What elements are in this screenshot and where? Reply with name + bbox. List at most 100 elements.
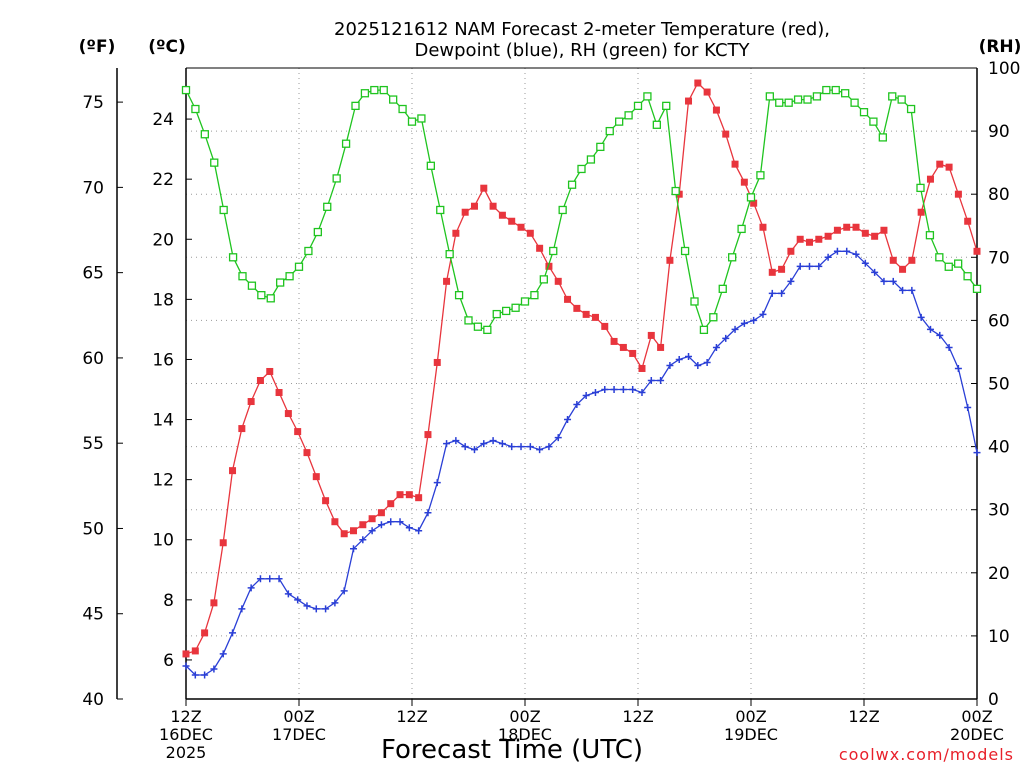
rh-point <box>238 272 247 281</box>
rh-tick-label: 40 <box>988 438 1010 458</box>
rh-tick-label: 20 <box>988 564 1010 584</box>
dewpoint-point <box>564 416 572 424</box>
dewpoint-point <box>219 650 227 658</box>
rh-point <box>690 297 699 306</box>
rh-point <box>558 205 567 215</box>
temperature-point <box>424 431 432 439</box>
rh-point <box>389 95 398 104</box>
temperature-point <box>312 473 320 481</box>
dewpoint-point <box>256 575 264 583</box>
temperature-point <box>573 304 581 312</box>
fahrenheit-tick-label: 75 <box>82 93 104 113</box>
temperature-point <box>638 364 646 372</box>
dewpoint-point <box>759 310 767 318</box>
temperature-point <box>796 235 804 243</box>
dewpoint-point <box>740 319 748 327</box>
fahrenheit-tick-label: 45 <box>82 605 104 625</box>
dewpoint-point <box>917 313 925 321</box>
dewpoint-point <box>964 404 972 412</box>
x-tick-label: 17DEC <box>272 725 326 744</box>
temperature-point <box>377 509 385 517</box>
dewpoint-point <box>508 443 516 451</box>
temperature-point <box>275 389 283 397</box>
temperature-point <box>396 491 404 499</box>
rh-tick-label: 80 <box>988 185 1010 205</box>
temperature-point <box>647 331 655 339</box>
rh-point <box>841 89 850 98</box>
rh-point <box>897 95 906 104</box>
dewpoint-point <box>191 671 199 679</box>
dewpoint-point <box>582 392 590 400</box>
x-axis-title: Forecast Time (UTC) <box>381 735 643 765</box>
rh-point <box>210 158 219 167</box>
temperature-point <box>945 163 953 171</box>
x-tick-label: 12Z <box>848 707 879 726</box>
rh-point <box>379 85 388 95</box>
rh-point <box>483 325 492 335</box>
data-series <box>181 79 982 679</box>
dewpoint-point <box>554 434 562 442</box>
temperature-point <box>889 256 897 264</box>
temperature-point <box>219 539 227 547</box>
rh-point <box>680 246 690 256</box>
temperature-point <box>498 211 506 219</box>
rh-point <box>718 284 727 294</box>
rh-line <box>185 89 978 332</box>
dewpoint-point <box>954 364 962 372</box>
dewpoint-point <box>573 401 581 409</box>
celsius-tick-label: 20 <box>152 230 174 250</box>
rh-point <box>737 224 746 234</box>
dewpoint-point <box>266 575 274 583</box>
dewpoint-point <box>312 605 320 613</box>
temperature-point <box>536 244 544 252</box>
dewpoint-point <box>415 527 423 535</box>
rh-tick-label: 60 <box>988 311 1010 331</box>
x-tick-label: 00Z <box>283 707 314 726</box>
rh-point <box>181 85 191 95</box>
temperature-point <box>936 160 944 168</box>
rh-point <box>935 253 944 262</box>
temperature-point <box>191 647 199 655</box>
temperature-point <box>871 232 879 240</box>
fahrenheit-tick-label: 40 <box>82 690 104 710</box>
dewpoint-point <box>229 629 237 637</box>
dewpoint-point <box>331 599 339 607</box>
grid-lines <box>186 68 977 699</box>
rh-point <box>539 275 548 284</box>
rh-point <box>549 246 558 256</box>
dewpoint-point <box>340 587 348 595</box>
rh-point <box>624 111 633 120</box>
temperature-point <box>303 449 311 457</box>
rh-point <box>888 92 897 101</box>
rh-point <box>360 89 370 98</box>
rh-tick-label: 70 <box>988 248 1010 268</box>
temperature-point <box>229 467 237 475</box>
temperature-point <box>843 223 851 231</box>
rh-point <box>341 139 351 148</box>
dewpoint-point <box>498 440 506 448</box>
dewpoint-point <box>601 386 609 394</box>
temperature-point <box>629 349 637 357</box>
fahrenheit-tick-label: 60 <box>82 349 104 369</box>
temperature-point <box>610 337 618 345</box>
rh-point <box>530 291 539 300</box>
rh-point <box>859 108 869 117</box>
dewpoint-point <box>443 440 451 448</box>
temperature-point <box>787 247 795 255</box>
dewpoint-point <box>238 605 246 613</box>
dewpoint-point <box>768 289 776 297</box>
dewpoint-point <box>815 262 823 270</box>
celsius-tick-label: 10 <box>152 531 174 551</box>
temperature-point <box>368 515 376 523</box>
dewpoint-point <box>275 575 283 583</box>
dewpoint-point <box>526 443 534 451</box>
x-tick-label: 12Z <box>170 707 201 726</box>
rh-point <box>643 92 652 101</box>
dewpoint-point <box>926 325 934 333</box>
dewpoint-point <box>843 247 851 255</box>
temperature-point <box>740 178 748 186</box>
rh-point <box>285 272 294 281</box>
dewpoint-point <box>350 545 358 553</box>
rh-point <box>822 85 831 95</box>
rh-point <box>228 253 238 262</box>
